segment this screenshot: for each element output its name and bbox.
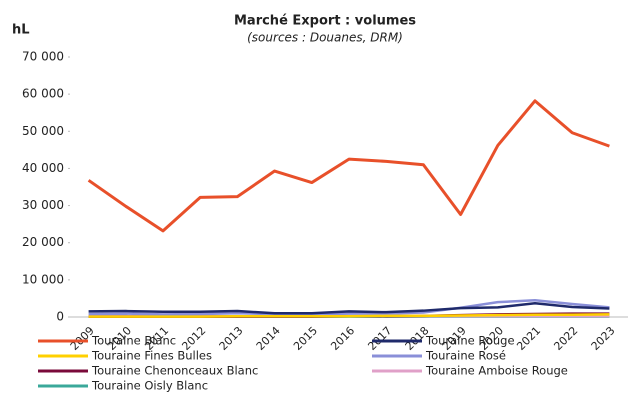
legend-label: Touraine Amboise Rouge [425, 364, 568, 378]
series-line [88, 299, 610, 316]
series-line [88, 313, 610, 318]
y-tick-label: 10 000 [22, 272, 64, 286]
legend-label: Touraine Chenonceaux Blanc [91, 364, 258, 378]
x-tick-label: 2013 [217, 324, 246, 353]
legend-label: Touraine Fines Bulles [91, 349, 212, 363]
x-tick-label: 2023 [589, 324, 618, 353]
x-tick-label: 2015 [291, 324, 320, 353]
y-tick-label: 0 [56, 310, 64, 324]
y-tick-label: 40 000 [22, 161, 64, 175]
series-line [88, 302, 610, 315]
legend-label: Touraine Rosé [425, 349, 506, 363]
y-tick-label: 70 000 [22, 50, 64, 64]
x-tick-label: 2016 [328, 324, 357, 353]
legend-label: Touraine Rouge [425, 334, 515, 348]
legend-label: Touraine Oisly Blanc [91, 379, 208, 393]
y-tick-label: 50 000 [22, 124, 64, 138]
x-tick-label: 2021 [514, 324, 543, 353]
chart-title: Marché Export : volumes [234, 14, 416, 29]
x-tick-label: 2017 [365, 324, 394, 353]
y-axis-label: hL [12, 23, 30, 38]
series-line [87, 99, 610, 233]
y-tick-label: 60 000 [22, 87, 64, 101]
chart-subtitle: (sources : Douanes, DRM) [247, 31, 403, 45]
y-tick-label: 20 000 [22, 235, 64, 249]
y-tick-label: 30 000 [22, 198, 64, 212]
x-tick-label: 2014 [254, 324, 283, 353]
x-tick-label: 2022 [551, 324, 580, 353]
legend-label: Touraine Blanc [91, 334, 176, 348]
